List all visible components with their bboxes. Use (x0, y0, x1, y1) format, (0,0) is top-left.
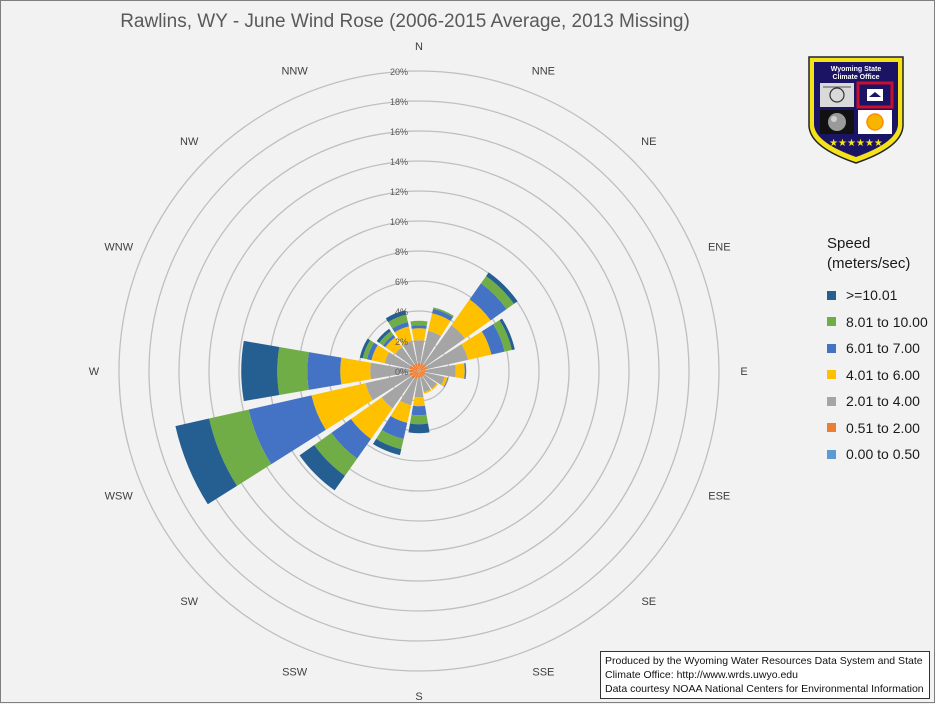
petal-segment-W-5 (277, 347, 309, 395)
legend-swatch (827, 423, 836, 432)
radial-tick-label: 4% (395, 307, 408, 317)
legend-label: 4.01 to 6.00 (846, 367, 920, 383)
direction-label-SW: SW (180, 596, 198, 608)
direction-label-W: W (89, 366, 100, 378)
legend-item: 2.01 to 4.00 (827, 388, 928, 415)
petal-segment-W-3 (340, 358, 371, 385)
legend-swatch (827, 370, 836, 379)
legend-title-line-1: Speed (827, 234, 928, 254)
legend: Speed (meters/sec) >=10.01 8.01 to 10.00 6… (827, 234, 928, 468)
direction-label-NNE: NNE (532, 66, 555, 78)
petal-segment-W-4 (307, 352, 341, 390)
radial-tick-label: 0% (395, 367, 408, 377)
legend-item: 0.51 to 2.00 (827, 415, 928, 442)
legend-label: >=10.01 (846, 287, 897, 303)
svg-text:Wyoming State: Wyoming State (831, 66, 882, 73)
legend-item: 0.00 to 0.50 (827, 441, 928, 468)
legend-swatch (827, 450, 836, 459)
credits-line-2: Climate Office: http://www.wrds.uwyo.edu (605, 668, 925, 682)
radial-tick-label: 12% (390, 187, 408, 197)
petal-segment-W-6 (241, 341, 279, 401)
legend-title: Speed (meters/sec) (827, 234, 928, 274)
direction-label-ENE: ENE (708, 242, 731, 254)
legend-item: 6.01 to 7.00 (827, 335, 928, 362)
direction-label-SSE: SSE (532, 666, 554, 678)
direction-label-NW: NW (180, 136, 199, 148)
credits-box: Produced by the Wyoming Water Resources … (600, 651, 930, 699)
legend-title-line-2: (meters/sec) (827, 254, 928, 274)
radial-tick-label: 2% (395, 337, 408, 347)
credits-line-1: Produced by the Wyoming Water Resources … (605, 654, 925, 668)
climate-office-logo: Wyoming State Climate Office ★★★★★★ (805, 51, 907, 167)
wind-rose-petals (175, 272, 517, 504)
svg-text:Climate Office: Climate Office (832, 74, 879, 81)
legend-label: 2.01 to 4.00 (846, 393, 920, 409)
direction-label-NNW: NNW (281, 66, 308, 78)
legend-swatch (827, 291, 836, 300)
logo-stars: ★★★★★★ (829, 138, 883, 149)
legend-item: 4.01 to 6.00 (827, 362, 928, 389)
radial-tick-label: 20% (390, 67, 408, 77)
legend-label: 6.01 to 7.00 (846, 340, 920, 356)
legend-label: 0.51 to 2.00 (846, 420, 920, 436)
radial-tick-label: 14% (390, 157, 408, 167)
direction-label-N: N (415, 41, 423, 53)
petal-segment-S-3 (413, 397, 425, 406)
legend-item: 8.01 to 10.00 (827, 309, 928, 336)
direction-label-E: E (740, 366, 747, 378)
direction-label-ESE: ESE (708, 490, 730, 502)
legend-swatch (827, 317, 836, 326)
petal-segment-N-3 (412, 328, 426, 340)
petal-segment-N-5 (410, 321, 427, 326)
radial-tick-label: 6% (395, 277, 408, 287)
petal-segment-E-3 (455, 363, 465, 378)
radial-tick-label: 10% (390, 217, 408, 227)
credits-line-3: Data courtesy NOAA National Centers for … (605, 682, 925, 696)
direction-label-NE: NE (641, 136, 656, 148)
legend-item: >=10.01 (827, 282, 928, 309)
legend-swatch (827, 397, 836, 406)
direction-label-WNW: WNW (104, 242, 133, 254)
radial-tick-label: 8% (395, 247, 408, 257)
petal-segment-S-6 (408, 423, 429, 433)
direction-label-S: S (415, 691, 422, 703)
legend-label: 8.01 to 10.00 (846, 314, 928, 330)
legend-swatch (827, 344, 836, 353)
direction-label-SE: SE (641, 596, 656, 608)
wind-rose-plot: N NNE NE ENE E ESE SE SSE S SSW SW WSW W WNW NW NNW 0% 2… (1, 1, 809, 704)
radial-tick-label: 16% (390, 127, 408, 137)
radial-tick-label: 18% (390, 97, 408, 107)
petal-segment-S-5 (410, 415, 428, 425)
legend-items: >=10.01 8.01 to 10.00 6.01 to 7.00 4.01 to … (827, 282, 928, 468)
direction-label-WSW: WSW (105, 490, 134, 502)
direction-label-SSW: SSW (282, 666, 308, 678)
shield-emblem-icon: Wyoming State Climate Office ★★★★★★ (805, 51, 907, 167)
legend-label: 0.00 to 0.50 (846, 446, 920, 462)
petal-segment-S-4 (412, 406, 427, 416)
